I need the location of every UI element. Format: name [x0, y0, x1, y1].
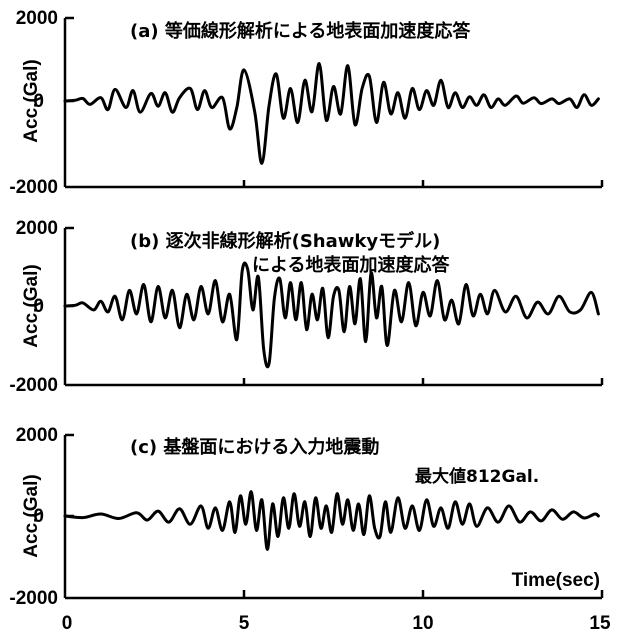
panel-b-title: (b) 逐次非線形解析(Shawkyモデル): [130, 230, 440, 252]
panel-a-title: (a) 等価線形解析による地表面加速度応答: [130, 20, 471, 42]
panel-b-ylabel: Acc.(Gal): [21, 264, 42, 347]
panel-c-ytick-2000: 2000: [16, 425, 58, 446]
panel-c-series-line: [65, 492, 598, 550]
panel-b: 2000 0 -2000 Acc.(Gal) (b) 逐次非線形解析(Shawk…: [9, 218, 602, 396]
panel-a-series-line: [65, 64, 598, 164]
panel-b-subtitle: による地表面加速度応答: [252, 254, 450, 276]
panel-c-xlabel: Time(sec): [512, 570, 600, 591]
panel-a: 2000 0 -2000 Acc.(Gal) (a) 等価線形解析による地表面加…: [9, 8, 602, 198]
panel-b-ytick-minus-2000: -2000: [9, 375, 58, 396]
panel-c-xtick-label-0: 0: [62, 613, 73, 634]
panel-c-max-note: 最大値812Gal.: [415, 466, 539, 487]
panel-b-ytick-2000: 2000: [16, 218, 58, 239]
panel-a-ylabel: Acc.(Gal): [21, 59, 42, 142]
panel-a-ytick-minus-2000: -2000: [9, 177, 58, 198]
panel-c-title: (c) 基盤面における入力地震動: [130, 436, 379, 458]
panel-c-ylabel: Acc.(Gal): [21, 474, 42, 557]
panel-c-xtick-label-5: 5: [239, 613, 250, 634]
panel-c: 2000 0 -2000 Acc.(Gal) (c) 基盤面における入力地震動 …: [9, 425, 611, 634]
panel-a-ytick-2000: 2000: [16, 8, 58, 29]
panel-b-series-line: [65, 263, 598, 367]
panel-c-xtick-label-15: 15: [589, 613, 611, 634]
panel-c-ytick-minus-2000: -2000: [9, 588, 58, 609]
panel-c-xtick-label-10: 10: [412, 613, 433, 634]
